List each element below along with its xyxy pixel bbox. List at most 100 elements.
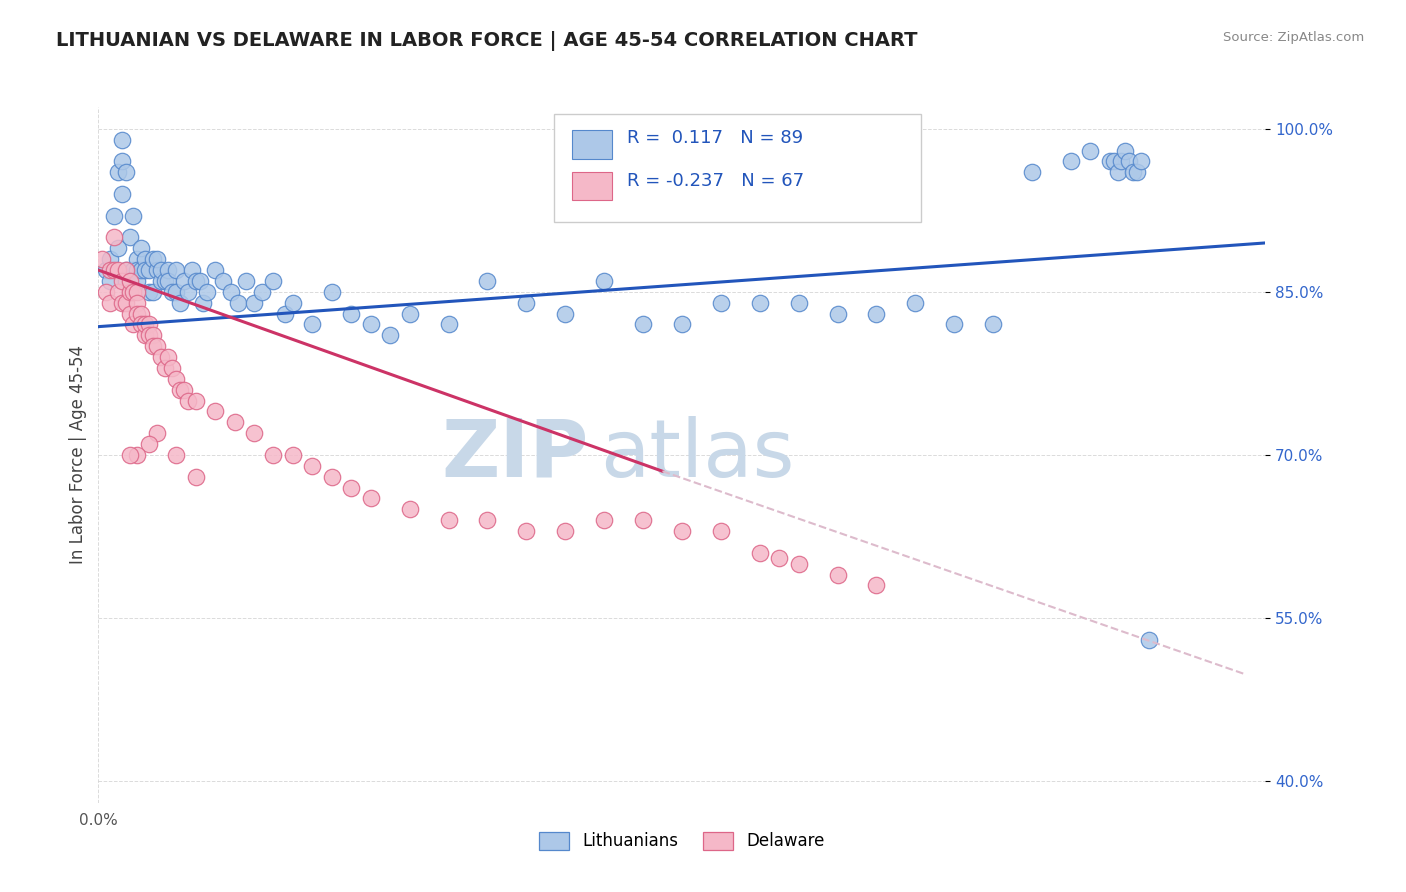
- Point: [593, 274, 616, 288]
- Point: [224, 415, 246, 429]
- Point: [398, 502, 420, 516]
- Point: [122, 209, 145, 223]
- Point: [593, 513, 616, 527]
- Point: [111, 154, 134, 169]
- Point: [827, 307, 849, 321]
- Point: [710, 295, 733, 310]
- Point: [1137, 632, 1160, 647]
- Point: [184, 393, 207, 408]
- Point: [1118, 154, 1140, 169]
- Point: [103, 263, 125, 277]
- Point: [169, 383, 191, 397]
- Point: [162, 285, 184, 299]
- Point: [554, 524, 576, 538]
- Point: [184, 469, 207, 483]
- Point: [111, 133, 134, 147]
- Point: [1080, 144, 1102, 158]
- Text: LITHUANIAN VS DELAWARE IN LABOR FORCE | AGE 45-54 CORRELATION CHART: LITHUANIAN VS DELAWARE IN LABOR FORCE | …: [56, 31, 918, 51]
- Point: [177, 285, 200, 299]
- Point: [98, 295, 121, 310]
- FancyBboxPatch shape: [572, 172, 612, 201]
- Point: [768, 551, 790, 566]
- Point: [96, 285, 118, 299]
- Point: [398, 307, 420, 321]
- Point: [114, 295, 136, 310]
- Point: [96, 263, 118, 277]
- Point: [515, 295, 537, 310]
- Point: [360, 318, 382, 332]
- Point: [107, 241, 129, 255]
- Point: [204, 263, 226, 277]
- Point: [165, 285, 187, 299]
- Point: [134, 263, 156, 277]
- Point: [360, 491, 382, 506]
- Point: [165, 448, 187, 462]
- Point: [118, 230, 141, 244]
- Point: [1102, 154, 1125, 169]
- Point: [1129, 154, 1152, 169]
- Point: [157, 274, 180, 288]
- Point: [146, 252, 169, 267]
- Point: [515, 524, 537, 538]
- Point: [321, 285, 343, 299]
- Point: [162, 360, 184, 375]
- Point: [1122, 165, 1144, 179]
- Point: [301, 458, 323, 473]
- Point: [127, 252, 149, 267]
- Point: [165, 263, 187, 277]
- Point: [380, 328, 402, 343]
- Point: [243, 295, 266, 310]
- Point: [111, 187, 134, 202]
- Point: [250, 285, 273, 299]
- Point: [107, 285, 129, 299]
- Point: [904, 295, 927, 310]
- Point: [149, 274, 172, 288]
- Point: [103, 230, 125, 244]
- Point: [98, 252, 121, 267]
- Point: [138, 328, 160, 343]
- Point: [157, 350, 180, 364]
- Point: [671, 524, 693, 538]
- Point: [631, 318, 654, 332]
- Point: [142, 285, 165, 299]
- Point: [204, 404, 226, 418]
- Point: [138, 318, 160, 332]
- Point: [138, 263, 160, 277]
- Text: R = -0.237   N = 67: R = -0.237 N = 67: [627, 172, 804, 191]
- Point: [1021, 165, 1043, 179]
- Point: [118, 274, 141, 288]
- FancyBboxPatch shape: [572, 130, 612, 159]
- Point: [111, 295, 134, 310]
- Point: [274, 307, 297, 321]
- Point: [177, 393, 200, 408]
- Point: [153, 360, 176, 375]
- Point: [865, 307, 887, 321]
- Legend: Lithuanians, Delaware: Lithuanians, Delaware: [533, 825, 831, 857]
- Point: [129, 318, 152, 332]
- Point: [142, 339, 165, 353]
- Point: [127, 285, 149, 299]
- Point: [157, 263, 180, 277]
- Point: [122, 318, 145, 332]
- Point: [134, 328, 156, 343]
- Point: [149, 350, 172, 364]
- Point: [262, 448, 284, 462]
- Point: [146, 339, 169, 353]
- Point: [748, 546, 770, 560]
- Text: Source: ZipAtlas.com: Source: ZipAtlas.com: [1223, 31, 1364, 45]
- Point: [281, 295, 304, 310]
- Point: [1107, 165, 1129, 179]
- Point: [134, 318, 156, 332]
- Point: [111, 274, 134, 288]
- Point: [122, 285, 145, 299]
- Point: [865, 578, 887, 592]
- Point: [321, 469, 343, 483]
- Point: [184, 274, 207, 288]
- Point: [114, 263, 136, 277]
- Point: [98, 263, 121, 277]
- Point: [146, 263, 169, 277]
- Point: [118, 448, 141, 462]
- Point: [195, 285, 218, 299]
- Point: [477, 513, 499, 527]
- Point: [827, 567, 849, 582]
